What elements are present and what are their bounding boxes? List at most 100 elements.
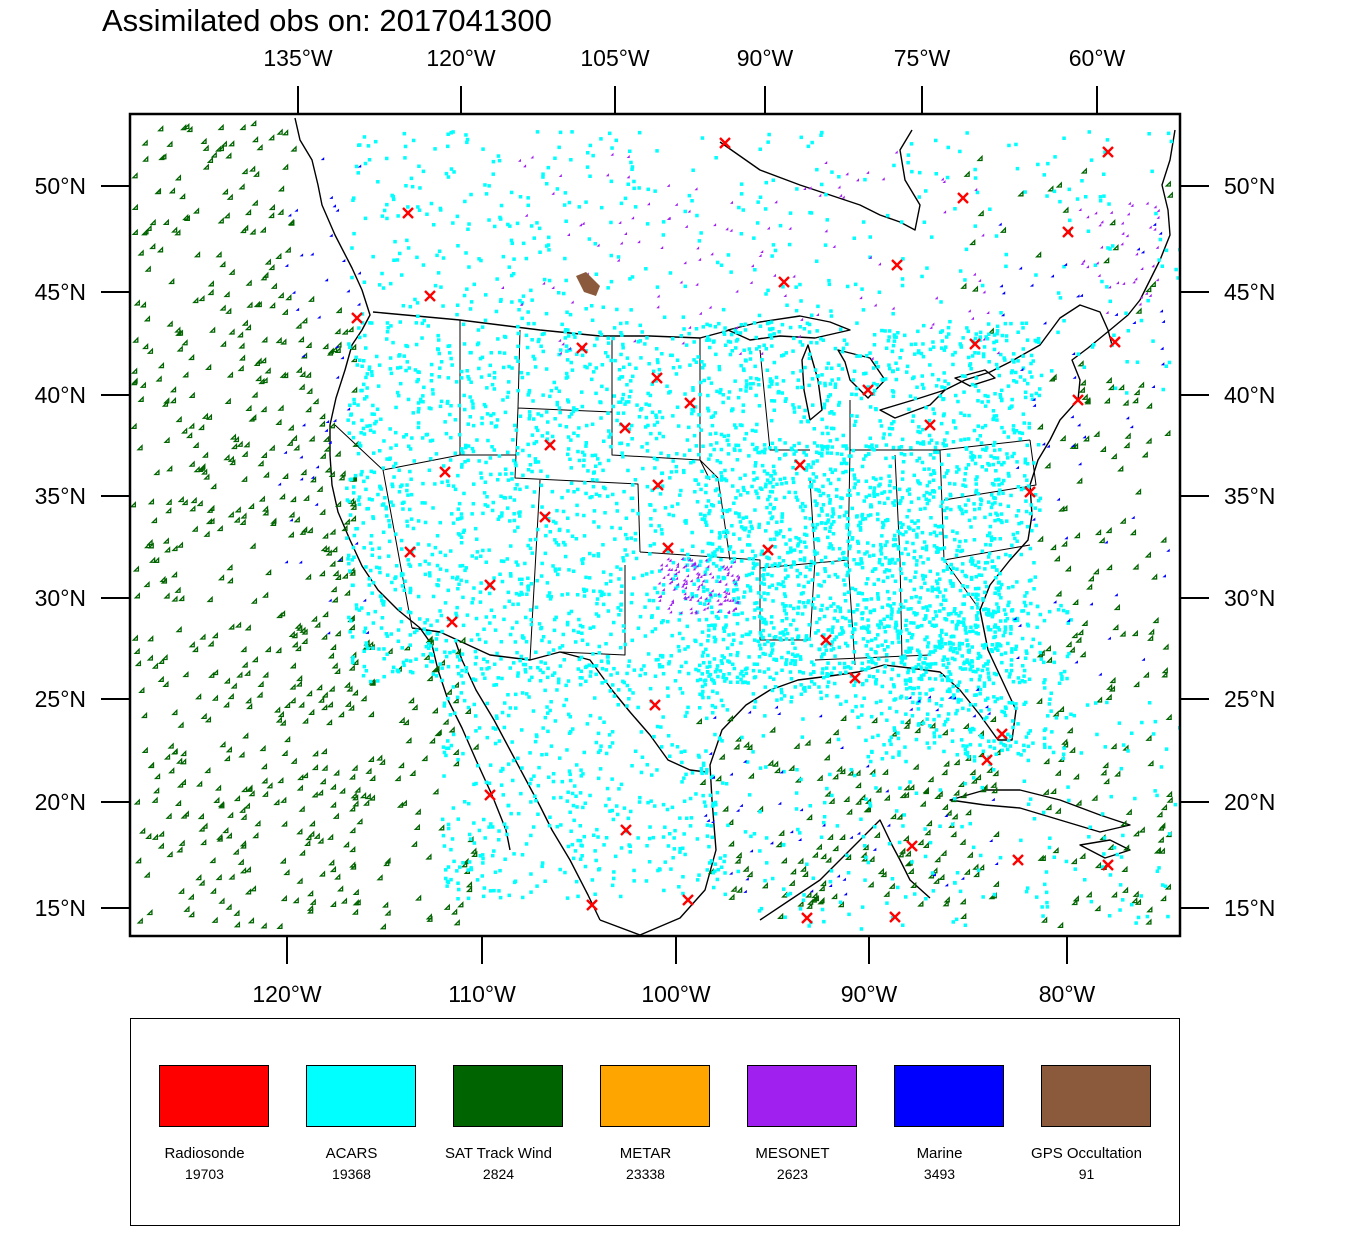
acars-marker [978, 434, 982, 438]
acars-marker [473, 649, 478, 654]
acars-marker [477, 637, 482, 642]
acars-marker [1010, 404, 1014, 408]
acars-marker [595, 337, 599, 341]
acars-marker [1029, 578, 1033, 582]
acars-marker [657, 367, 662, 372]
acars-marker [896, 673, 901, 678]
acars-marker [819, 337, 823, 341]
acars-marker [719, 698, 724, 703]
sat-wind-marker [1132, 830, 1140, 837]
acars-marker [572, 490, 576, 494]
sat-wind-marker [251, 136, 259, 143]
acars-marker [351, 421, 356, 425]
acars-marker [943, 386, 947, 390]
acars-marker [598, 461, 602, 466]
acars-marker [554, 615, 558, 620]
sat-wind-marker [264, 258, 271, 265]
acars-marker [992, 565, 997, 569]
acars-marker [361, 674, 366, 678]
acars-marker [579, 655, 584, 660]
acars-marker [824, 521, 828, 526]
acars-marker [951, 581, 955, 586]
acars-marker [391, 340, 395, 345]
acars-marker [845, 446, 849, 451]
acars-marker [916, 429, 920, 434]
acars-marker [691, 409, 696, 413]
acars-marker [427, 642, 431, 646]
acars-marker [713, 800, 718, 805]
acars-marker [827, 574, 831, 579]
acars-marker [499, 783, 504, 787]
sat-wind-marker [170, 571, 178, 578]
acars-marker [830, 514, 834, 519]
acars-marker [519, 370, 524, 375]
acars-marker [385, 634, 390, 638]
acars-marker [591, 652, 595, 656]
acars-marker [553, 719, 558, 723]
acars-marker [922, 467, 926, 471]
acars-marker [440, 629, 444, 634]
acars-marker [404, 368, 408, 373]
acars-marker [807, 352, 812, 356]
acars-marker [965, 638, 969, 642]
acars-marker [600, 363, 605, 367]
acars-marker [628, 688, 632, 692]
sat-wind-marker [977, 209, 984, 217]
acars-marker [496, 337, 500, 341]
acars-marker [754, 447, 758, 451]
acars-marker [990, 614, 995, 619]
sat-wind-marker [877, 867, 884, 875]
acars-marker [446, 826, 451, 831]
acars-marker [921, 442, 926, 446]
acars-marker [837, 661, 842, 666]
sat-wind-marker [812, 894, 819, 902]
acars-marker [649, 517, 653, 521]
acars-marker [803, 504, 807, 509]
acars-marker [764, 529, 768, 533]
acars-marker [770, 441, 775, 446]
sat-wind-marker [987, 327, 994, 334]
acars-marker [997, 592, 1001, 597]
acars-marker [609, 673, 613, 677]
acars-marker [823, 569, 828, 574]
acars-marker [1003, 321, 1008, 326]
sat-wind-marker [922, 841, 929, 848]
sat-wind-marker [328, 422, 335, 429]
sat-wind-marker [1120, 819, 1127, 827]
acars-marker [908, 685, 912, 690]
acars-marker [661, 591, 665, 595]
acars-marker [489, 472, 493, 477]
sat-wind-marker [206, 156, 214, 163]
sat-wind-marker [334, 667, 341, 674]
acars-marker [450, 363, 454, 367]
sat-wind-marker [141, 746, 148, 753]
acars-marker [911, 414, 916, 418]
acars-marker [919, 441, 923, 446]
acars-marker [809, 465, 813, 469]
acars-marker [667, 512, 671, 517]
acars-marker [520, 375, 525, 380]
acars-marker [358, 358, 362, 362]
sat-wind-marker [343, 518, 350, 525]
acars-marker [963, 437, 967, 442]
acars-marker [367, 577, 371, 581]
acars-marker [605, 786, 610, 791]
acars-marker [583, 665, 588, 670]
acars-marker [743, 680, 747, 684]
acars-marker [833, 382, 838, 386]
acars-marker [385, 457, 389, 461]
acars-marker [507, 599, 511, 603]
acars-marker [966, 643, 970, 647]
acars-marker [830, 630, 834, 634]
acars-marker [749, 386, 753, 390]
acars-marker [557, 528, 562, 533]
acars-marker [461, 530, 466, 534]
acars-marker [927, 498, 931, 503]
acars-marker [653, 529, 658, 533]
acars-marker [992, 671, 997, 676]
acars-marker [804, 453, 808, 457]
sat-wind-marker [230, 682, 237, 689]
acars-marker [942, 371, 946, 375]
acars-marker [608, 689, 613, 693]
acars-marker [512, 852, 516, 856]
